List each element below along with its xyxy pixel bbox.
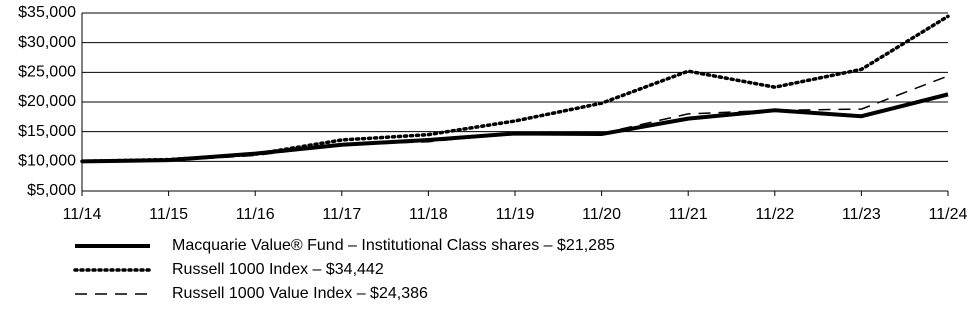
x-tick-label: 11/21 bbox=[669, 206, 708, 223]
x-tick-label: 11/22 bbox=[755, 206, 794, 223]
y-tick-label: $15,000 bbox=[18, 123, 76, 140]
series-line bbox=[81, 92, 949, 164]
x-tick-label: 11/17 bbox=[322, 206, 361, 223]
x-tick-label: 11/15 bbox=[149, 206, 188, 223]
x-tick-label: 11/18 bbox=[409, 206, 448, 223]
y-tick-label: $30,000 bbox=[18, 34, 76, 51]
x-tick-label: 11/14 bbox=[63, 206, 102, 223]
y-tick-label: $35,000 bbox=[18, 4, 76, 21]
x-tick-label: 11/16 bbox=[236, 206, 275, 223]
x-tick-label: 11/19 bbox=[496, 206, 535, 223]
x-tick-label: 11/20 bbox=[582, 206, 621, 223]
legend-label: Russell 1000 Index – $34,442 bbox=[172, 261, 384, 278]
series-line bbox=[81, 75, 949, 163]
y-tick-label: $10,000 bbox=[18, 153, 76, 170]
y-tick-label: $20,000 bbox=[18, 93, 76, 110]
y-tick-label: $25,000 bbox=[18, 64, 76, 81]
y-tick-label: $5,000 bbox=[27, 182, 76, 199]
x-tick-label: 11/23 bbox=[842, 206, 881, 223]
series-line bbox=[80, 14, 950, 164]
legend-label: Russell 1000 Value Index – $24,386 bbox=[172, 285, 428, 302]
x-tick-label: 11/24 bbox=[929, 206, 968, 223]
legend-label: Macquarie Value® Fund – Institutional Cl… bbox=[172, 237, 615, 254]
